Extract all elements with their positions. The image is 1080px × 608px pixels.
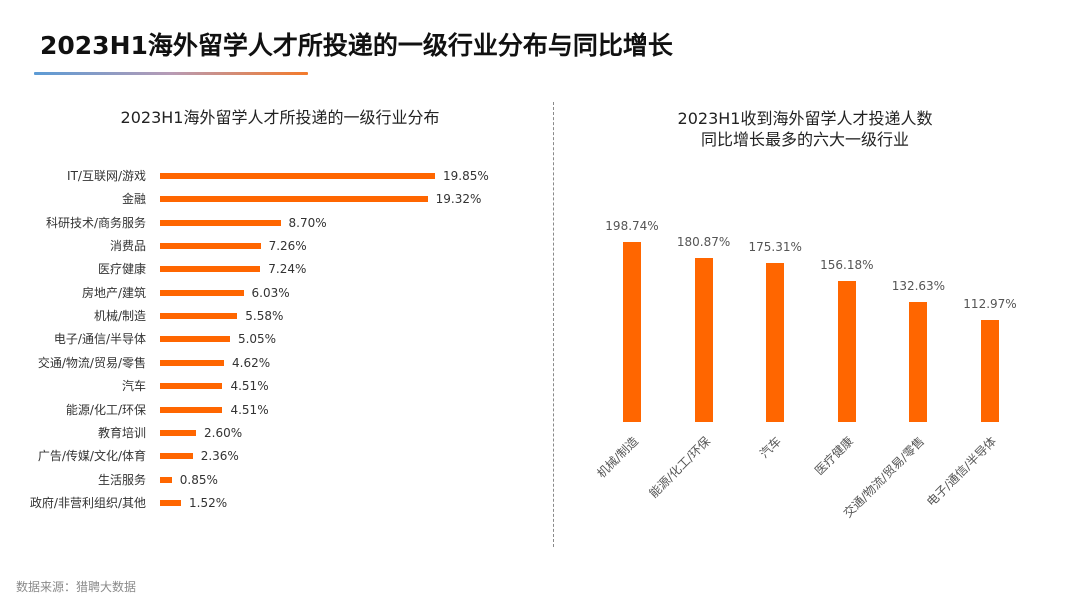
hbar-value-label: 19.85% bbox=[443, 169, 489, 183]
chart-divider bbox=[553, 102, 554, 547]
hbar-category-label: 广告/传媒/文化/体育 bbox=[37, 449, 146, 464]
page-title: 2023H1海外留学人才所投递的一级行业分布与同比增长 bbox=[40, 31, 673, 60]
right-chart-title-line-1: 2023H1收到海外留学人才投递人数 bbox=[677, 109, 933, 128]
hbar-category-label: 汽车 bbox=[121, 379, 146, 394]
hbar-value-label: 0.85% bbox=[179, 472, 218, 487]
vbar-category-label: 能源/化工/环保 bbox=[646, 434, 713, 501]
hbar-value-label: 7.24% bbox=[268, 262, 307, 277]
hbar-value-label: 2.36% bbox=[200, 449, 239, 464]
right-chart-title-line-2: 同比增长最多的六大一级行业 bbox=[700, 130, 909, 149]
hbar-category-label: IT/互联网/游戏 bbox=[67, 169, 146, 183]
hbar bbox=[160, 173, 435, 179]
hbar-value-label: 7.26% bbox=[268, 239, 307, 254]
hbar bbox=[160, 383, 223, 390]
vbar-value-label: 132.63% bbox=[891, 278, 946, 293]
hbar bbox=[160, 429, 197, 436]
hbar bbox=[160, 243, 261, 250]
vbar bbox=[909, 301, 928, 422]
hbar bbox=[160, 336, 230, 343]
left-chart-title: 2023H1海外留学人才所投递的一级行业分布 bbox=[120, 108, 440, 127]
vbar-category-label: 汽车 bbox=[757, 434, 785, 461]
vbar-category-label: 交通/物流/贸易/零售 bbox=[841, 434, 928, 521]
hbar-value-label: 4.62% bbox=[232, 355, 271, 370]
hbar-value-label: 2.60% bbox=[204, 425, 243, 440]
vbar-value-label: 175.31% bbox=[748, 240, 802, 255]
right-chart-title: 2023H1收到海外留学人才投递人数 同比增长最多的六大一级行业 bbox=[555, 108, 1055, 150]
hbar-category-label: 交通/物流/贸易/零售 bbox=[37, 355, 146, 370]
hbar-value-label: 5.05% bbox=[237, 332, 277, 347]
hbar-category-label: 科研技术/商务服务 bbox=[45, 215, 146, 230]
hbar-value-label: 8.70% bbox=[288, 215, 327, 230]
vbar-value-label: 156.18% bbox=[820, 257, 874, 272]
vbar bbox=[766, 263, 785, 422]
hbar bbox=[160, 476, 172, 483]
data-source-note: 数据来源：猎聘大数据 bbox=[16, 580, 137, 594]
vbar bbox=[981, 319, 999, 422]
hbar bbox=[160, 453, 193, 460]
hbar-value-label: 1.52% bbox=[189, 495, 228, 510]
title-underline bbox=[34, 72, 308, 75]
vbar bbox=[837, 280, 856, 422]
hbar-category-label: 金融 bbox=[121, 192, 146, 207]
hbar-category-label: 消费品 bbox=[109, 239, 146, 254]
vbar-category-label: 电子/通信/半导体 bbox=[924, 434, 1000, 510]
vbar-category-label: 医疗健康 bbox=[811, 434, 856, 478]
hbar-category-label: 房地产/建筑 bbox=[81, 285, 146, 300]
hbar bbox=[160, 289, 244, 296]
hbar bbox=[160, 266, 261, 273]
vbar bbox=[623, 242, 641, 422]
vbar-category-label: 机械/制造 bbox=[594, 434, 641, 481]
hbar-category-label: 教育培训 bbox=[97, 425, 146, 440]
hbar-value-label: 4.51% bbox=[230, 402, 269, 417]
hbar-value-label: 19.32% bbox=[435, 192, 482, 207]
hbar bbox=[160, 499, 182, 506]
hbar-category-label: 能源/化工/环保 bbox=[65, 402, 146, 417]
hbar bbox=[160, 406, 223, 413]
vbar bbox=[694, 258, 713, 422]
hbar bbox=[160, 359, 224, 366]
hbar-category-label: 政府/非营利组织/其他 bbox=[29, 495, 146, 510]
hbar-value-label: 4.51% bbox=[230, 379, 269, 394]
hbar bbox=[160, 196, 428, 203]
hbar bbox=[160, 219, 281, 226]
vbar-value-label: 180.87% bbox=[676, 235, 731, 250]
hbar-category-label: 医疗健康 bbox=[97, 262, 146, 277]
hbar-category-label: 电子/通信/半导体 bbox=[53, 332, 146, 347]
hbar-value-label: 6.03% bbox=[251, 285, 290, 300]
vbar-value-label: 198.74% bbox=[605, 219, 659, 233]
vbar-value-label: 112.97% bbox=[963, 296, 1017, 311]
hbar-category-label: 生活服务 bbox=[97, 472, 146, 487]
hbar-value-label: 5.58% bbox=[245, 309, 284, 324]
hbar-category-label: 机械/制造 bbox=[93, 309, 146, 324]
hbar bbox=[160, 313, 238, 320]
